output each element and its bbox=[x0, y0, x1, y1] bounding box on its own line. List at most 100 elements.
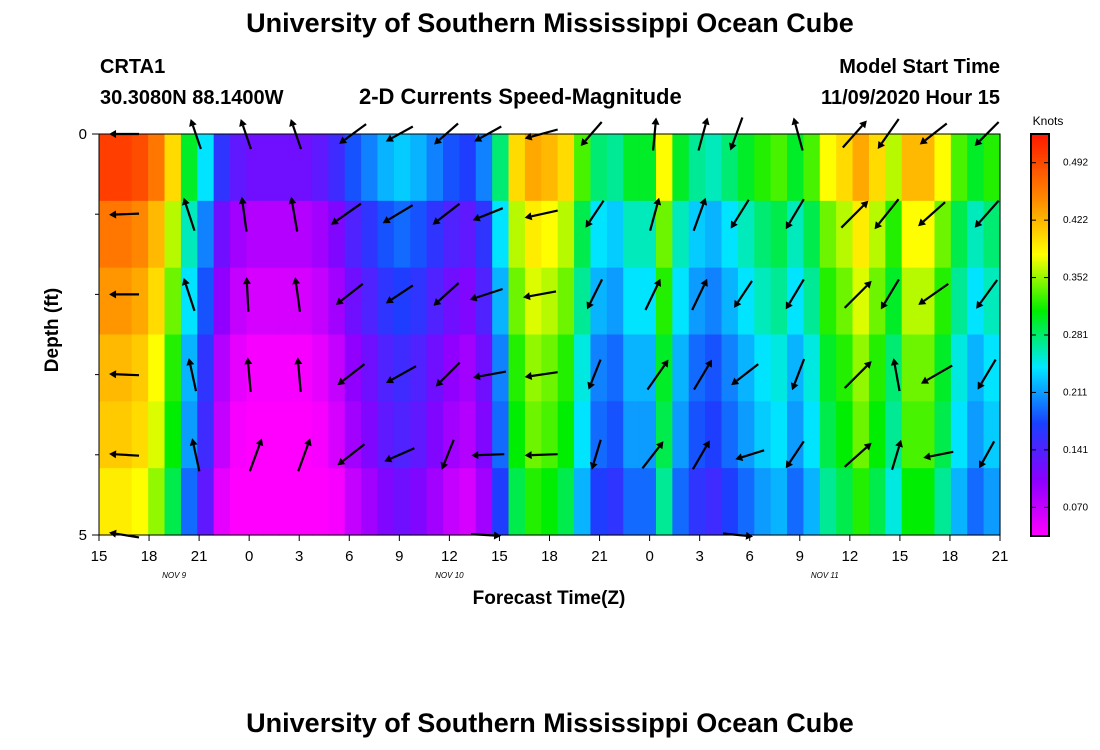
heatmap-cell bbox=[344, 134, 362, 202]
current-arrow bbox=[434, 122, 459, 145]
arrow-head bbox=[294, 357, 303, 365]
heatmap-cell bbox=[361, 334, 379, 402]
heatmap-cell bbox=[410, 200, 428, 269]
arrow-shaft bbox=[843, 446, 868, 468]
current-arrow bbox=[651, 117, 660, 151]
x-tick-label: 6 bbox=[746, 548, 754, 565]
heatmap-cell bbox=[639, 134, 657, 202]
heatmap-cell bbox=[377, 468, 395, 536]
colorbar-tick-label: 0.492 bbox=[1063, 158, 1088, 169]
current-arrow bbox=[182, 277, 196, 312]
heatmap-cell bbox=[836, 200, 854, 269]
heatmap-cell bbox=[279, 468, 297, 536]
arrow-shaft bbox=[391, 125, 414, 140]
arrow-shaft bbox=[191, 125, 202, 150]
heatmap-cell bbox=[164, 267, 182, 336]
arrow-head bbox=[239, 119, 247, 127]
heatmap-cell bbox=[295, 401, 313, 469]
heatmap-cell bbox=[885, 267, 903, 336]
heatmap-cell bbox=[770, 134, 788, 202]
heatmap-cell bbox=[328, 468, 346, 536]
arrow-shaft bbox=[184, 204, 196, 232]
arrow-shaft bbox=[192, 444, 201, 472]
arrow-head bbox=[974, 138, 983, 146]
heatmap-cell bbox=[311, 200, 329, 269]
current-arrow bbox=[292, 277, 302, 312]
heatmap-cell bbox=[787, 468, 805, 536]
current-arrow bbox=[874, 198, 900, 230]
current-arrow bbox=[238, 196, 248, 232]
heatmap-cell bbox=[426, 468, 444, 536]
current-arrow bbox=[109, 529, 140, 539]
heatmap-cell bbox=[262, 134, 280, 202]
heatmap-cell bbox=[868, 200, 886, 269]
heatmap-cell bbox=[475, 134, 493, 202]
heatmap-cell bbox=[803, 134, 821, 202]
heatmap-cell bbox=[131, 401, 149, 469]
arrow-shaft bbox=[443, 439, 455, 464]
current-arrow bbox=[918, 282, 949, 305]
heatmap-cell bbox=[868, 267, 886, 336]
heatmap-cell bbox=[705, 134, 723, 202]
arrow-head bbox=[522, 292, 531, 301]
heatmap-cell bbox=[737, 134, 755, 202]
arrow-shaft bbox=[733, 199, 750, 224]
arrow-head bbox=[859, 120, 867, 129]
heatmap-cell bbox=[99, 334, 116, 402]
arrow-head bbox=[700, 278, 708, 287]
arrow-head bbox=[653, 197, 662, 206]
heatmap-cell bbox=[574, 134, 592, 202]
heatmap-cell bbox=[639, 200, 657, 269]
current-arrow bbox=[182, 197, 196, 232]
current-arrow bbox=[692, 197, 708, 232]
arrow-head bbox=[335, 297, 344, 305]
heatmap-cell bbox=[787, 334, 805, 402]
current-arrow bbox=[433, 282, 460, 306]
heatmap-cell bbox=[443, 134, 460, 202]
heatmap-cell bbox=[737, 267, 755, 336]
heatmap-cell bbox=[393, 267, 411, 336]
arrow-head bbox=[651, 117, 660, 125]
heatmap-cell bbox=[836, 468, 854, 536]
heatmap-cell bbox=[803, 200, 821, 269]
heatmap-cell bbox=[295, 200, 313, 269]
heatmap-cell bbox=[99, 200, 116, 269]
heatmap-cell bbox=[754, 134, 772, 202]
heatmap-cell bbox=[868, 468, 886, 536]
arrow-shaft bbox=[641, 446, 661, 469]
arrow-head bbox=[877, 140, 886, 149]
heatmap-cell bbox=[115, 401, 133, 469]
heatmap-cell bbox=[99, 267, 116, 336]
heatmap-cell bbox=[918, 401, 936, 469]
heatmap-cell bbox=[377, 200, 395, 269]
x-tick-label: 21 bbox=[191, 548, 208, 565]
heatmap-cell bbox=[868, 134, 886, 202]
heatmap-cell bbox=[655, 468, 673, 536]
station-coordinates: 30.3080N 88.1400W bbox=[100, 87, 284, 109]
heatmap-cell bbox=[443, 334, 460, 402]
heatmap-cell bbox=[754, 334, 772, 402]
arrow-shaft bbox=[531, 209, 558, 218]
current-arrow bbox=[522, 290, 557, 301]
arrow-shaft bbox=[115, 532, 140, 539]
heatmap-cell bbox=[459, 401, 477, 469]
heatmap-cell bbox=[623, 401, 641, 469]
arrow-shaft bbox=[529, 290, 557, 298]
current-arrow bbox=[337, 443, 366, 466]
heatmap-cell bbox=[557, 401, 575, 469]
heatmap-cell bbox=[721, 267, 739, 336]
heatmap-cell bbox=[787, 200, 805, 269]
heatmap-cell bbox=[672, 134, 690, 202]
heatmap-cell bbox=[787, 134, 805, 202]
current-arrow bbox=[585, 200, 605, 228]
colorbar-tick-label: 0.422 bbox=[1063, 215, 1088, 226]
heatmap-cell bbox=[623, 334, 641, 402]
arrow-head bbox=[339, 136, 348, 144]
current-arrow bbox=[880, 278, 900, 310]
arrow-head bbox=[524, 212, 533, 221]
arrow-head bbox=[289, 119, 297, 127]
current-arrow bbox=[918, 201, 946, 227]
arrow-head bbox=[524, 451, 532, 460]
heatmap-cell bbox=[639, 468, 657, 536]
current-arrow bbox=[734, 280, 753, 308]
